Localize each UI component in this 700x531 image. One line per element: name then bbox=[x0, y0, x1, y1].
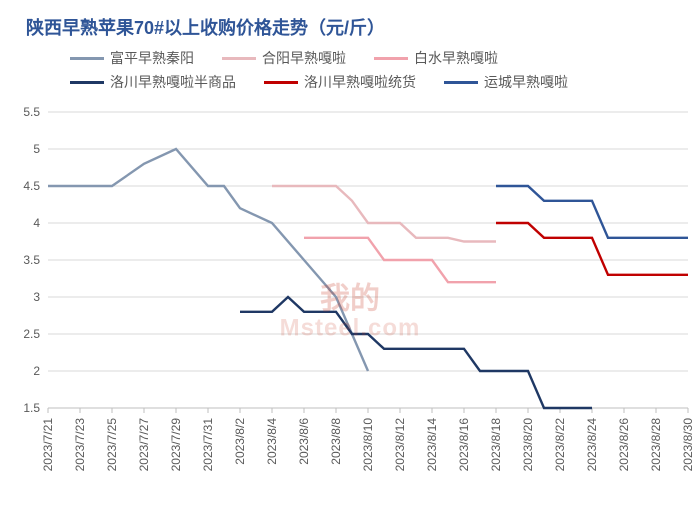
y-tick-label: 3 bbox=[33, 290, 40, 304]
x-tick-label: 2023/8/10 bbox=[361, 418, 375, 472]
legend-label: 富平早熟秦阳 bbox=[110, 48, 194, 68]
legend-swatch bbox=[70, 57, 104, 60]
legend-item: 洛川早熟嘎啦统货 bbox=[264, 72, 416, 92]
y-tick-label: 1.5 bbox=[23, 401, 40, 415]
legend-item: 合阳早熟嘎啦 bbox=[222, 48, 346, 68]
y-tick-label: 5.5 bbox=[23, 105, 40, 119]
x-tick-label: 2023/8/20 bbox=[521, 418, 535, 472]
y-tick-label: 2.5 bbox=[23, 327, 40, 341]
x-tick-label: 2023/8/16 bbox=[457, 418, 471, 472]
legend-swatch bbox=[264, 81, 298, 84]
x-tick-label: 2023/8/30 bbox=[681, 418, 695, 472]
legend-swatch bbox=[374, 57, 408, 60]
x-tick-label: 2023/7/29 bbox=[169, 418, 183, 472]
x-tick-label: 2023/7/31 bbox=[201, 418, 215, 472]
x-tick-label: 2023/8/14 bbox=[425, 418, 439, 472]
chart-area: 我的 Msteel.com 1.522.533.544.555.52023/7/… bbox=[0, 102, 700, 522]
series-line bbox=[240, 297, 592, 408]
x-tick-label: 2023/8/22 bbox=[553, 418, 567, 472]
chart-title: 陕西早熟苹果70#以上收购价格走势（元/斤） bbox=[0, 0, 700, 46]
y-tick-label: 4.5 bbox=[23, 179, 40, 193]
series-line bbox=[272, 186, 496, 242]
price-line-chart: 1.5 2 2.5 3 3.5 4 4.5 5 5.5 2023/7/21 2023/7/23 202… bbox=[0, 102, 700, 522]
x-tick-label: 2023/8/8 bbox=[329, 418, 343, 465]
legend-swatch bbox=[70, 81, 104, 84]
x-tick-label: 2023/8/26 bbox=[617, 418, 631, 472]
legend-label: 洛川早熟嘎啦统货 bbox=[304, 72, 416, 92]
legend-label: 白水早熟嘎啦 bbox=[414, 48, 498, 68]
x-tick-label: 2023/8/18 bbox=[489, 418, 503, 472]
legend-item: 白水早熟嘎啦 bbox=[374, 48, 498, 68]
legend-item: 洛川早熟嘎啦半商品 bbox=[70, 72, 236, 92]
legend-label: 运城早熟嘎啦 bbox=[484, 72, 568, 92]
x-tick-label: 2023/8/28 bbox=[649, 418, 663, 472]
legend-label: 合阳早熟嘎啦 bbox=[262, 48, 346, 68]
legend-swatch bbox=[222, 57, 256, 60]
x-tick-label: 2023/7/21 bbox=[41, 418, 55, 472]
legend-item: 运城早熟嘎啦 bbox=[444, 72, 568, 92]
legend-swatch bbox=[444, 81, 478, 84]
x-tick-label: 2023/8/24 bbox=[585, 418, 599, 472]
x-tick-label: 2023/8/2 bbox=[233, 418, 247, 465]
x-tick-label: 2023/8/12 bbox=[393, 418, 407, 472]
x-tick-label: 2023/7/25 bbox=[105, 418, 119, 472]
y-tick-label: 3.5 bbox=[23, 253, 40, 267]
series-line bbox=[496, 223, 688, 275]
x-tick-label: 2023/7/23 bbox=[73, 418, 87, 472]
y-tick-label: 4 bbox=[33, 216, 40, 230]
legend-label: 洛川早熟嘎啦半商品 bbox=[110, 72, 236, 92]
legend: 富平早熟秦阳 合阳早熟嘎啦 白水早熟嘎啦洛川早熟嘎啦半商品 洛川早熟嘎啦统货 运城早熟嘎… bbox=[0, 46, 700, 102]
legend-item: 富平早熟秦阳 bbox=[70, 48, 194, 68]
x-tick-label: 2023/8/6 bbox=[297, 418, 311, 465]
y-tick-label: 5 bbox=[33, 142, 40, 156]
x-tick-label: 2023/8/4 bbox=[265, 418, 279, 465]
y-tick-label: 2 bbox=[33, 364, 40, 378]
series-line bbox=[496, 186, 688, 238]
x-tick-label: 2023/7/27 bbox=[137, 418, 151, 472]
